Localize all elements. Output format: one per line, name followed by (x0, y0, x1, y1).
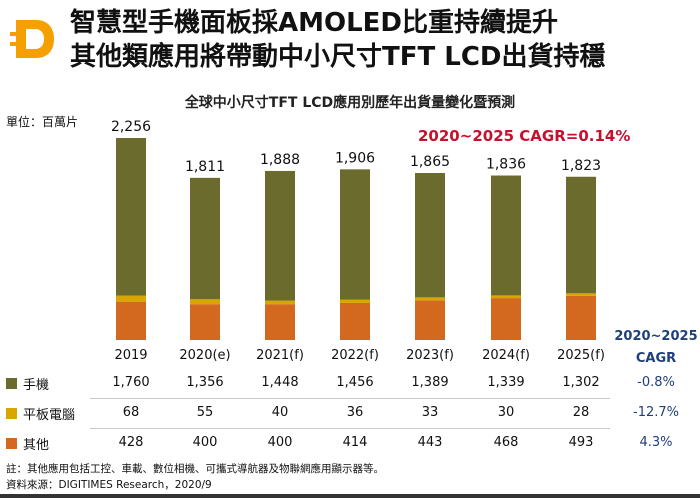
year-label-6: 2025(f) (557, 348, 605, 363)
legend-phone: 手機 (6, 373, 49, 393)
total-label-2: 1,888 (260, 152, 300, 168)
year-label-2: 2021(f) (256, 348, 304, 363)
bar-other-5 (491, 298, 521, 340)
year-label-0: 2019 (114, 348, 148, 363)
bar-tablet-0 (116, 295, 146, 302)
logo-d-shape (16, 20, 54, 58)
total-label-3: 1,906 (335, 150, 375, 166)
cagr-value-phone: -0.8% (637, 375, 675, 390)
cagr-header-period: 2020~2025 (614, 329, 698, 344)
logo-dash-2 (10, 42, 20, 46)
bar-other-6 (566, 295, 596, 340)
legend-label-tablet: 平板電腦 (23, 407, 76, 423)
table-cell-phone-1: 1,356 (186, 375, 224, 390)
bar-tablet-2 (265, 300, 295, 305)
year-label-1: 2020(e) (179, 348, 231, 363)
legend-label-phone: 手機 (23, 377, 50, 393)
table-cell-phone-4: 1,389 (411, 375, 449, 390)
title-line-2: 其他類應用將帶動中小尺寸TFT LCD出貨持穩 (70, 42, 606, 72)
bar-other-3 (340, 302, 370, 340)
legend-swatch-phone (6, 377, 17, 389)
table-cell-phone-2: 1,448 (261, 375, 299, 390)
bar-other-4 (415, 300, 445, 340)
total-label-0: 2,256 (111, 119, 151, 135)
bar-other-1 (190, 304, 220, 340)
table-cell-tablet-1: 55 (196, 405, 214, 420)
bar-tablet-4 (415, 297, 445, 301)
headline: 智慧型手機面板採AMOLED比重持續提升 其他類應用將帶動中小尺寸TFT LCD… (70, 6, 700, 74)
table-cell-other-4: 443 (417, 435, 443, 450)
total-label-6: 1,823 (561, 158, 601, 174)
cagr-header: 2020~2025 CAGR (612, 326, 700, 370)
bar-other-2 (265, 304, 295, 340)
cagr-value-tablet: -12.7% (633, 405, 679, 420)
bar-phone-4 (415, 173, 445, 298)
table-cell-other-3: 414 (342, 435, 368, 450)
unit-label: 單位：百萬片 (6, 115, 79, 129)
row-divider-0 (90, 398, 610, 399)
table-cell-tablet-3: 36 (346, 405, 364, 420)
bar-tablet-3 (340, 299, 370, 303)
bar-other-0 (116, 301, 146, 340)
legend-tablet: 平板電腦 (6, 403, 75, 423)
bar-phone-5 (491, 175, 521, 296)
logo-dash-1 (10, 32, 20, 36)
year-label-4: 2023(f) (406, 348, 454, 363)
year-label-3: 2022(f) (331, 348, 379, 363)
bottom-divider (0, 494, 700, 498)
table-cell-other-0: 428 (118, 435, 144, 450)
footnote-note: 註：其他應用包括工控、車載、數位相機、可攜式導航器及物聯網應用顯示器等。 (6, 463, 384, 475)
table-cell-other-5: 468 (493, 435, 519, 450)
row-divider-1 (90, 428, 610, 429)
legend-swatch-other (6, 437, 17, 449)
legend-other: 其他 (6, 433, 49, 453)
table-cell-phone-6: 1,302 (562, 375, 600, 390)
table-cell-tablet-0: 68 (122, 405, 140, 420)
total-label-1: 1,811 (185, 159, 225, 175)
table-cell-phone-3: 1,456 (336, 375, 374, 390)
table-cell-tablet-2: 40 (271, 405, 289, 420)
table-cell-other-6: 493 (568, 435, 594, 450)
footnote-source: 資料來源：DIGITIMES Research，2020/9 (6, 479, 212, 491)
cagr-header-label: CAGR (635, 351, 677, 366)
bar-phone-6 (566, 176, 596, 294)
table-cell-phone-0: 1,760 (112, 375, 150, 390)
table-cell-other-2: 400 (267, 435, 293, 450)
table-cell-other-1: 400 (192, 435, 218, 450)
bar-tablet-6 (566, 293, 596, 296)
table-cell-tablet-6: 28 (572, 405, 590, 420)
legend-swatch-tablet (6, 407, 17, 419)
bar-phone-0 (116, 138, 146, 296)
table-cell-tablet-4: 33 (421, 405, 439, 420)
bar-tablet-5 (491, 295, 521, 299)
chart-subtitle: 全球中小尺寸TFT LCD應用別歷年出貨量變化暨預測 (184, 95, 516, 111)
year-label-5: 2024(f) (482, 348, 530, 363)
total-label-4: 1,865 (410, 154, 450, 170)
digitimes-logo-icon (10, 20, 54, 58)
bar-tablet-1 (190, 299, 220, 305)
table-cell-phone-5: 1,339 (487, 375, 525, 390)
legend-label-other: 其他 (23, 437, 50, 453)
bar-phone-3 (340, 169, 370, 300)
cagr-note: 2020~2025 CAGR=0.14% (418, 127, 631, 145)
title-line-1: 智慧型手機面板採AMOLED比重持續提升 (70, 8, 559, 38)
bar-phone-2 (265, 170, 295, 301)
table-cell-tablet-5: 30 (497, 405, 515, 420)
total-label-5: 1,836 (486, 157, 526, 173)
cagr-value-other: 4.3% (639, 435, 673, 450)
bar-phone-1 (190, 177, 220, 300)
